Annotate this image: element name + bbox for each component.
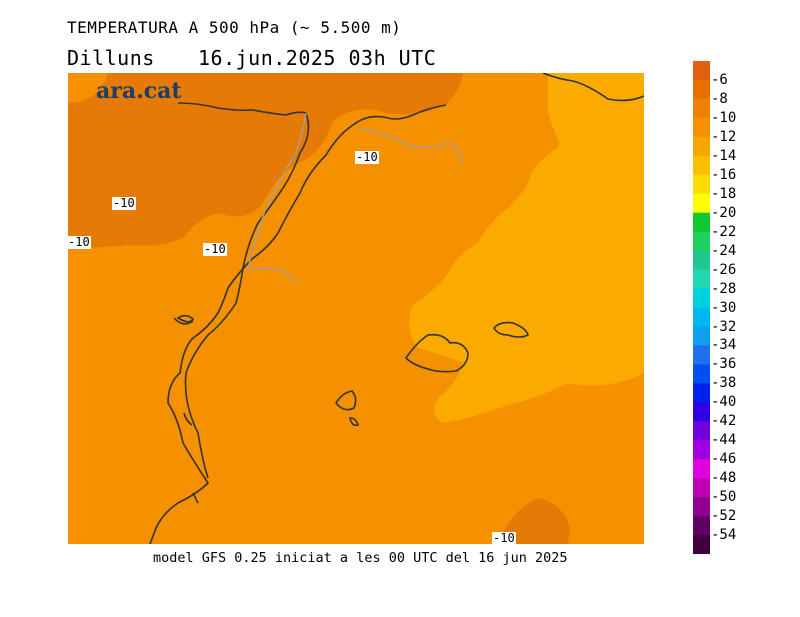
colorbar-tick-label: -24 xyxy=(711,242,737,259)
contour-label: -10 xyxy=(112,196,136,210)
colorbar-segment xyxy=(693,497,710,517)
colorbar-tick-label: -38 xyxy=(711,375,737,392)
colorbar-segment xyxy=(693,326,710,346)
colorbar-segment xyxy=(693,193,710,214)
island-mallorca xyxy=(404,333,469,373)
colorbar-tick-label: -42 xyxy=(711,413,737,430)
island-small xyxy=(176,314,194,426)
cool-zone-north xyxy=(548,73,644,189)
colorbar-segment xyxy=(693,212,710,233)
datetime-label: 16.jun.2025 03h UTC xyxy=(198,46,437,70)
colorbar-segment xyxy=(693,288,710,308)
island-menorca xyxy=(493,321,529,338)
colorbar-segment xyxy=(693,440,710,460)
day-label: Dilluns xyxy=(67,46,155,70)
colorbar-segment xyxy=(693,364,710,384)
warm-zone-north xyxy=(68,73,463,248)
contour-label: -10 xyxy=(203,242,227,256)
contour-label: -10 xyxy=(492,531,516,545)
colorbar-tick-label: -34 xyxy=(711,337,737,354)
colorbar-tick-label: -6 xyxy=(711,72,728,88)
contour-label: -10 xyxy=(355,150,379,164)
colorbar-tick-label: -22 xyxy=(711,223,737,240)
chart-title: TEMPERATURA A 500 hPa (~ 5.500 m) xyxy=(67,18,402,37)
colorbar-segment xyxy=(693,307,710,327)
colorbar-tick-label: -18 xyxy=(711,185,737,202)
colorbar-tick-label: -44 xyxy=(711,432,737,449)
colorbar-tick-label: -26 xyxy=(711,261,737,278)
colorbar-segment xyxy=(693,117,710,138)
colorbar-segment xyxy=(693,535,710,554)
temperature-map xyxy=(68,73,644,544)
colorbar-segment xyxy=(693,231,710,252)
colorbar-segment xyxy=(693,516,710,536)
colorbar-tick-label: -20 xyxy=(711,204,737,221)
colorbar-segment xyxy=(693,269,710,290)
colorbar-segment xyxy=(693,402,710,422)
colorbar-segment xyxy=(693,345,710,365)
colorbar-tick-label: -52 xyxy=(711,508,737,525)
colorbar-tick-label: -10 xyxy=(711,109,737,126)
contour-label: -10 xyxy=(67,235,91,249)
colorbar-tick-label: -40 xyxy=(711,394,737,411)
model-caption: model GFS 0.25 iniciat a les 00 UTC del … xyxy=(153,550,568,566)
island-ibiza xyxy=(335,390,359,427)
colorbar-segment xyxy=(693,478,710,498)
colorbar-segment xyxy=(693,383,710,403)
colorbar-tick-label: -12 xyxy=(711,128,737,145)
colorbar-tick-label: -28 xyxy=(711,280,737,297)
colorbar-tick-label: -30 xyxy=(711,299,737,316)
colorbar-tick-label: -54 xyxy=(711,527,737,543)
north-coast xyxy=(177,102,307,116)
colorbar-tick-label: -36 xyxy=(711,356,737,373)
colorbar-segment xyxy=(693,250,710,271)
colorbar-tick-label: -16 xyxy=(711,166,737,183)
warm-zone-patch xyxy=(68,73,108,103)
coastline-west xyxy=(173,112,310,504)
colorbar-segment xyxy=(693,421,710,441)
brand-logo: ara.cat xyxy=(96,78,182,104)
colorbar-segment xyxy=(693,136,710,157)
colorbar xyxy=(693,61,710,554)
border-line xyxy=(247,112,464,284)
colorbar-segment xyxy=(693,174,710,195)
colorbar-segment xyxy=(693,155,710,176)
colorbar-segment xyxy=(693,61,710,81)
colorbar-tick-label: -8 xyxy=(711,90,728,107)
colorbar-segment xyxy=(693,459,710,479)
colorbar-tick-label: -32 xyxy=(711,318,737,335)
coastline xyxy=(149,73,644,544)
colorbar-segment xyxy=(693,98,710,119)
colorbar-tick-label: -46 xyxy=(711,451,737,468)
warm-zone-se xyxy=(498,498,570,544)
colorbar-tick-label: -50 xyxy=(711,489,737,506)
colorbar-tick-label: -48 xyxy=(711,470,737,487)
colorbar-tick-label: -14 xyxy=(711,147,737,164)
colorbar-segment xyxy=(693,79,710,100)
